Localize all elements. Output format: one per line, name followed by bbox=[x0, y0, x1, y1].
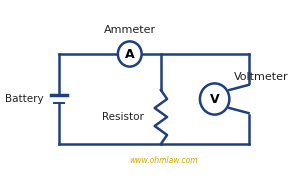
Text: www.ohmlaw.com: www.ohmlaw.com bbox=[129, 156, 198, 165]
Text: Ammeter: Ammeter bbox=[104, 25, 156, 35]
Text: A: A bbox=[125, 48, 135, 60]
Text: Voltmeter: Voltmeter bbox=[234, 72, 288, 82]
Text: Battery: Battery bbox=[5, 94, 44, 104]
Circle shape bbox=[200, 83, 230, 115]
Text: Resistor: Resistor bbox=[102, 112, 144, 122]
Circle shape bbox=[118, 41, 142, 67]
Text: V: V bbox=[210, 93, 220, 105]
